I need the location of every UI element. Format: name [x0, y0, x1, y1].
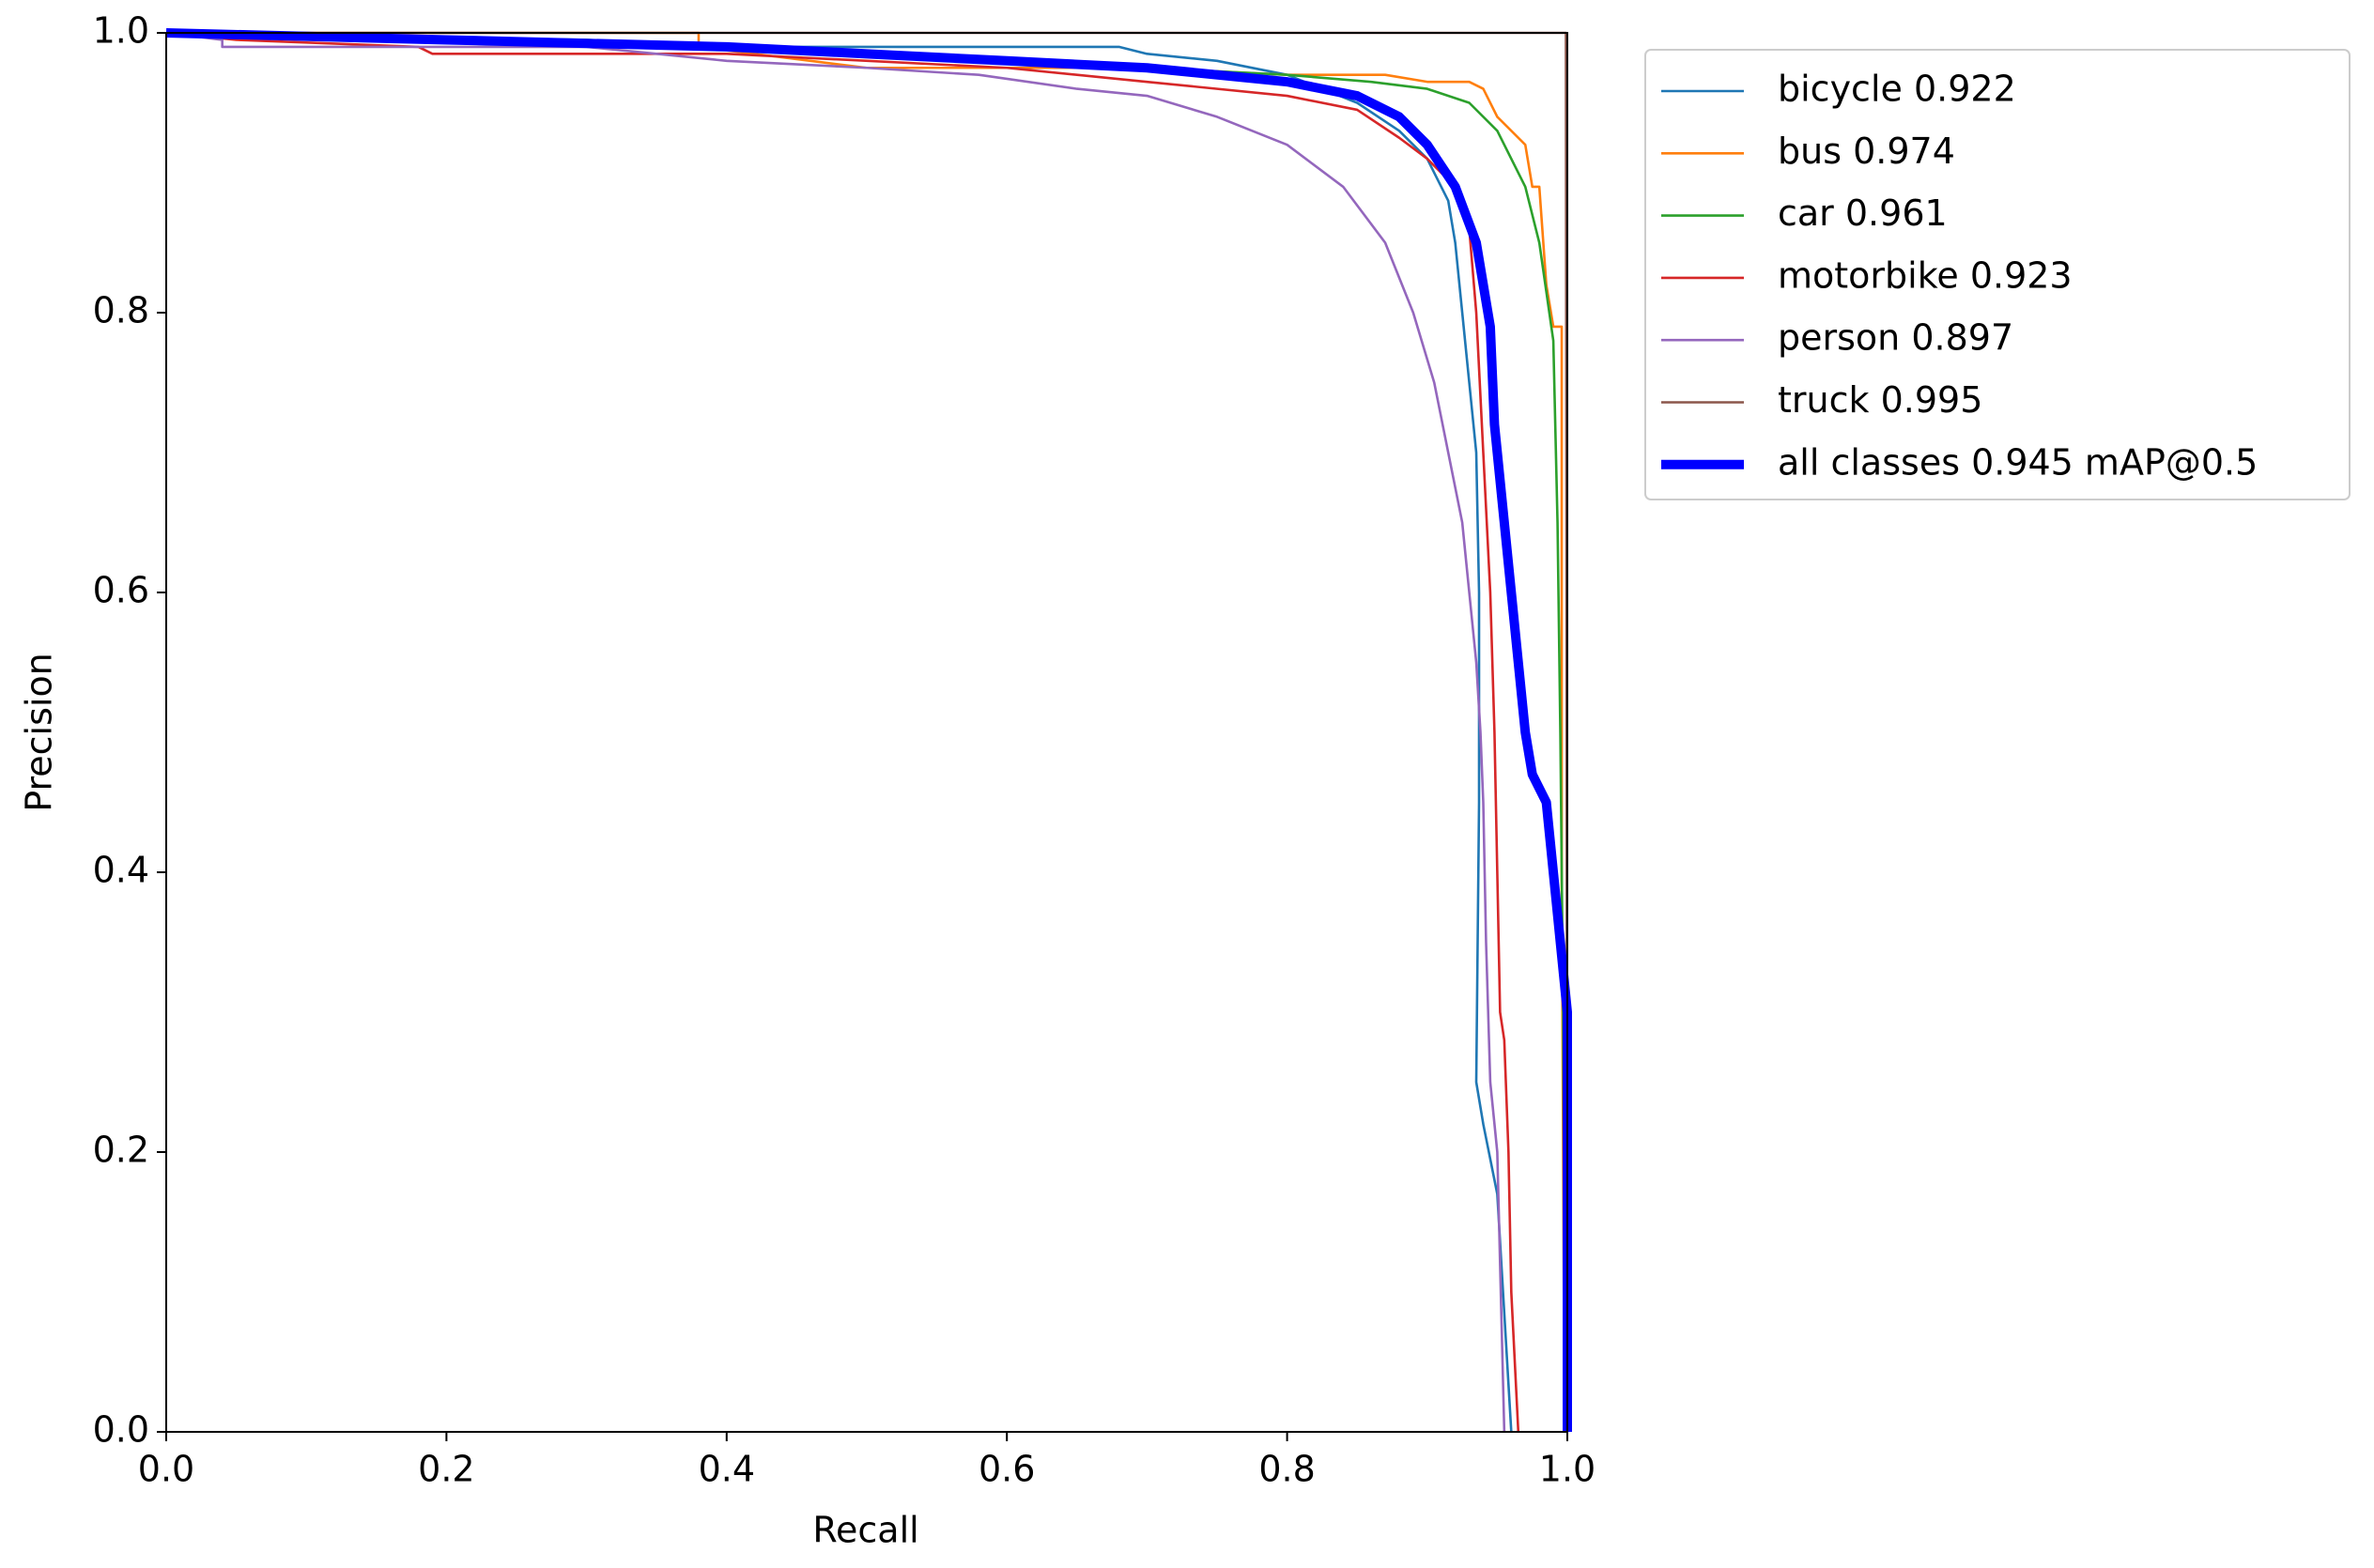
x-tick-label: 0.6	[979, 1449, 1035, 1490]
x-tick-label: 0.0	[138, 1449, 194, 1490]
pr-curve	[165, 28, 1572, 1432]
y-tick-label: 0.4	[93, 850, 149, 891]
y-tick-label: 0.8	[93, 290, 149, 331]
pr-curve	[166, 31, 1566, 1433]
legend-label: all classes 0.945 mAP@0.5	[1778, 441, 2258, 483]
x-tick-label: 0.4	[699, 1449, 755, 1490]
legend-label: person 0.897	[1778, 317, 2013, 359]
y-axis-label: Precision	[19, 653, 60, 812]
y-tick-label: 0.2	[93, 1130, 149, 1171]
x-tick-label: 0.2	[418, 1449, 474, 1490]
legend-box	[1644, 49, 2351, 500]
legend-label: motorbike 0.923	[1778, 254, 2073, 296]
pr-curve	[165, 31, 1513, 1433]
y-tick-label: 0.0	[93, 1409, 149, 1451]
plot-frame	[165, 32, 1568, 1433]
y-tick-label: 1.0	[93, 10, 149, 52]
x-tick-label: 0.8	[1258, 1449, 1315, 1490]
y-tick-label: 0.6	[93, 570, 149, 611]
pr-curve	[165, 31, 1506, 1433]
legend-label: truck 0.995	[1778, 379, 1982, 421]
legend-label: bus 0.974	[1778, 131, 1955, 172]
legend-label: car 0.961	[1778, 192, 1948, 234]
legend-label: bicycle 0.922	[1778, 69, 2016, 110]
x-axis-label: Recall	[812, 1510, 918, 1551]
x-tick-label: 1.0	[1539, 1449, 1596, 1490]
